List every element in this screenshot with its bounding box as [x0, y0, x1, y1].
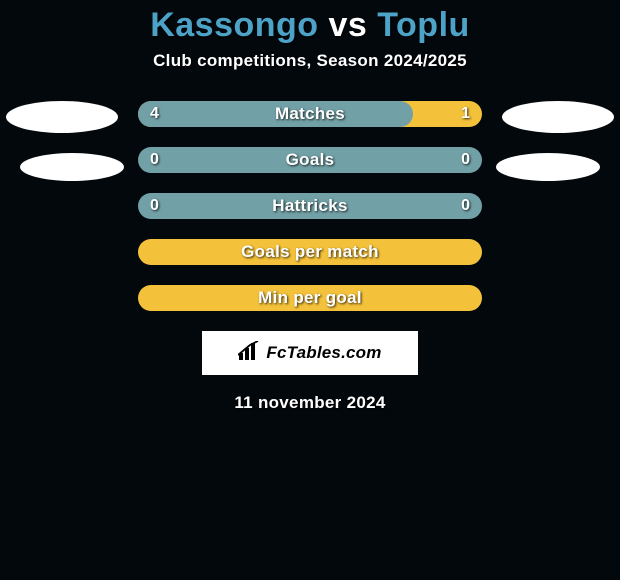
- player1-name: Kassongo: [150, 6, 318, 44]
- vs-separator: vs: [329, 6, 368, 44]
- avatar-placeholder-left-1: [6, 101, 118, 133]
- stat-rows-container: 4Matches10Goals00Hattricks0Goals per mat…: [0, 101, 620, 311]
- avatar-placeholder-right-2: [496, 153, 600, 181]
- comparison-title: Kassongo vs Toplu: [0, 0, 620, 45]
- avatar-placeholder-left-2: [20, 153, 124, 181]
- stats-area: 4Matches10Goals00Hattricks0Goals per mat…: [0, 101, 620, 311]
- player2-name: Toplu: [377, 6, 470, 44]
- stat-label: Hattricks: [138, 193, 482, 219]
- bars-chart-icon: [238, 341, 260, 366]
- stat-label: Min per goal: [138, 285, 482, 311]
- stat-row: Min per goal: [138, 285, 482, 311]
- brand-badge: FcTables.com: [202, 331, 418, 375]
- stat-value-right: 0: [461, 193, 470, 219]
- stat-row: 0Hattricks0: [138, 193, 482, 219]
- stat-value-right: 1: [461, 101, 470, 127]
- avatar-placeholder-right-1: [502, 101, 614, 133]
- stat-row: 4Matches1: [138, 101, 482, 127]
- stat-label: Goals: [138, 147, 482, 173]
- subtitle-text: Club competitions, Season 2024/2025: [0, 51, 620, 71]
- brand-text: FcTables.com: [266, 343, 381, 363]
- date-text: 11 november 2024: [0, 393, 620, 413]
- stat-label: Goals per match: [138, 239, 482, 265]
- stat-row: 0Goals0: [138, 147, 482, 173]
- stat-row: Goals per match: [138, 239, 482, 265]
- stat-label: Matches: [138, 101, 482, 127]
- stat-value-right: 0: [461, 147, 470, 173]
